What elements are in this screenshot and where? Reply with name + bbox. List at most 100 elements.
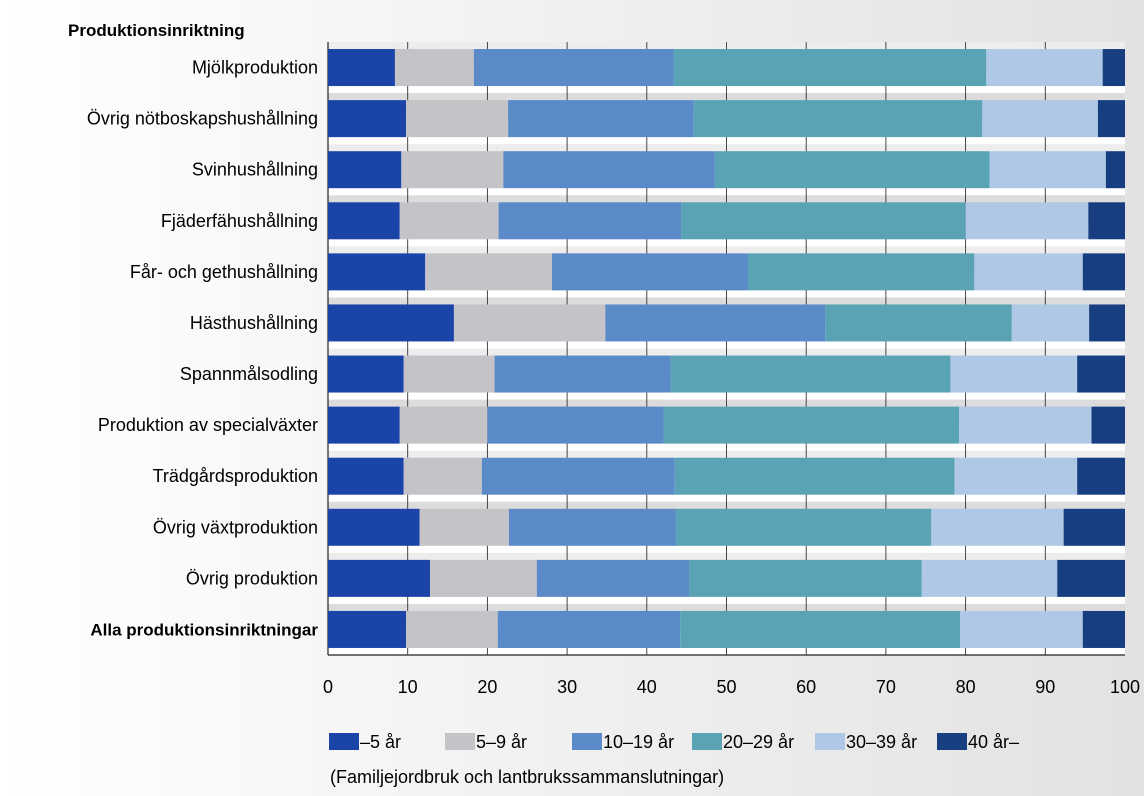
bar-6-row-5 xyxy=(1082,253,1125,291)
bar-5-row-9 xyxy=(954,457,1078,495)
x-tick-label: 30 xyxy=(557,677,577,697)
bar-1-row-9 xyxy=(328,457,404,495)
x-tick-label: 80 xyxy=(956,677,976,697)
bar-3-row-3 xyxy=(503,151,715,189)
bar-3-row-11 xyxy=(536,559,690,597)
bar-6-row-7 xyxy=(1077,355,1125,393)
bar-2-row-9 xyxy=(403,457,482,495)
bar-3-row-12 xyxy=(497,610,681,648)
bar-1-row-3 xyxy=(328,151,402,189)
x-tick-label: 10 xyxy=(398,677,418,697)
bar-2-row-5 xyxy=(425,253,552,291)
bar-2-row-4 xyxy=(399,202,499,240)
bar-5-row-10 xyxy=(931,508,1064,546)
category-label: Övrig produktion xyxy=(186,568,318,588)
bar-3-row-10 xyxy=(508,508,676,546)
bar-3-row-6 xyxy=(605,304,826,342)
bar-6-row-4 xyxy=(1088,202,1125,240)
bar-2-row-8 xyxy=(399,406,488,444)
bar-1-row-1 xyxy=(328,49,395,87)
legend-swatch xyxy=(572,733,602,750)
bar-5-row-11 xyxy=(921,559,1058,597)
x-tick-label: 60 xyxy=(796,677,816,697)
category-heading: Produktionsinriktning xyxy=(68,21,245,40)
bar-3-row-9 xyxy=(481,457,675,495)
bar-3-row-2 xyxy=(508,100,694,138)
legend-label: 10–19 år xyxy=(603,732,674,752)
category-label: Alla produktionsinriktningar xyxy=(90,620,318,639)
bar-1-row-2 xyxy=(328,100,407,138)
bar-4-row-3 xyxy=(714,151,990,189)
legend-label: 20–29 år xyxy=(723,732,794,752)
x-tick-label: 90 xyxy=(1035,677,1055,697)
x-tick-label: 40 xyxy=(637,677,657,697)
legend-label: –5 år xyxy=(360,732,401,752)
legend-label: 5–9 år xyxy=(476,732,527,752)
chart-note: (Familjejordbruk och lantbrukssammanslut… xyxy=(330,767,724,787)
bar-1-row-6 xyxy=(328,304,454,342)
legend-swatch xyxy=(692,733,722,750)
bar-5-row-5 xyxy=(974,253,1083,291)
bar-1-row-10 xyxy=(328,508,420,546)
bar-4-row-2 xyxy=(693,100,983,138)
bar-2-row-1 xyxy=(394,49,474,87)
bar-6-row-8 xyxy=(1091,406,1125,444)
x-tick-label: 50 xyxy=(716,677,736,697)
bar-2-row-10 xyxy=(419,508,509,546)
bar-2-row-6 xyxy=(453,304,606,342)
bar-3-row-1 xyxy=(473,49,674,87)
bar-4-row-6 xyxy=(825,304,1012,342)
x-tick-label: 70 xyxy=(876,677,896,697)
legend-label: 40 år– xyxy=(968,732,1019,752)
bar-1-row-5 xyxy=(328,253,426,291)
bar-5-row-8 xyxy=(959,406,1092,444)
bar-5-row-2 xyxy=(982,100,1098,138)
bar-1-row-11 xyxy=(328,559,431,597)
bar-1-row-12 xyxy=(328,610,407,648)
legend-label: 30–39 år xyxy=(846,732,917,752)
category-label: Svinhushållning xyxy=(192,160,318,180)
bar-2-row-12 xyxy=(406,610,498,648)
bar-4-row-4 xyxy=(681,202,966,240)
bar-2-row-3 xyxy=(401,151,504,189)
bar-5-row-4 xyxy=(965,202,1089,240)
bar-5-row-3 xyxy=(989,151,1106,189)
bar-6-row-3 xyxy=(1105,151,1125,189)
bar-6-row-6 xyxy=(1089,304,1125,342)
category-label: Spannmålsodling xyxy=(180,364,318,384)
category-label: Fjäderfähushållning xyxy=(161,211,318,231)
bar-4-row-11 xyxy=(689,559,922,597)
bar-4-row-1 xyxy=(673,49,987,87)
category-label: Produktion av specialväxter xyxy=(98,415,318,435)
category-label: Får- och gethushållning xyxy=(130,262,318,282)
x-tick-label: 100 xyxy=(1110,677,1140,697)
category-label: Övrig nötboskapshushållning xyxy=(87,109,318,129)
legend-swatch xyxy=(937,733,967,750)
category-label: Trädgårdsproduktion xyxy=(153,466,318,486)
bar-4-row-12 xyxy=(680,610,961,648)
bar-5-row-6 xyxy=(1011,304,1090,342)
x-tick-label: 0 xyxy=(323,677,333,697)
category-label: Mjölkproduktion xyxy=(192,58,318,78)
legend-swatch xyxy=(815,733,845,750)
bar-1-row-8 xyxy=(328,406,400,444)
x-tick-label: 20 xyxy=(477,677,497,697)
bar-3-row-8 xyxy=(487,406,664,444)
bar-6-row-10 xyxy=(1063,508,1125,546)
bar-3-row-7 xyxy=(494,355,671,393)
bar-3-row-5 xyxy=(551,253,749,291)
category-label: Övrig växtproduktion xyxy=(153,517,318,537)
bar-6-row-1 xyxy=(1102,49,1125,87)
bar-5-row-7 xyxy=(950,355,1078,393)
category-label: Hästhushållning xyxy=(190,313,318,333)
bar-2-row-2 xyxy=(406,100,509,138)
bar-6-row-12 xyxy=(1082,610,1125,648)
bar-4-row-7 xyxy=(670,355,951,393)
bar-4-row-5 xyxy=(748,253,975,291)
bar-6-row-2 xyxy=(1097,100,1125,138)
bar-2-row-7 xyxy=(403,355,495,393)
bar-4-row-10 xyxy=(675,508,932,546)
legend-swatch xyxy=(329,733,359,750)
